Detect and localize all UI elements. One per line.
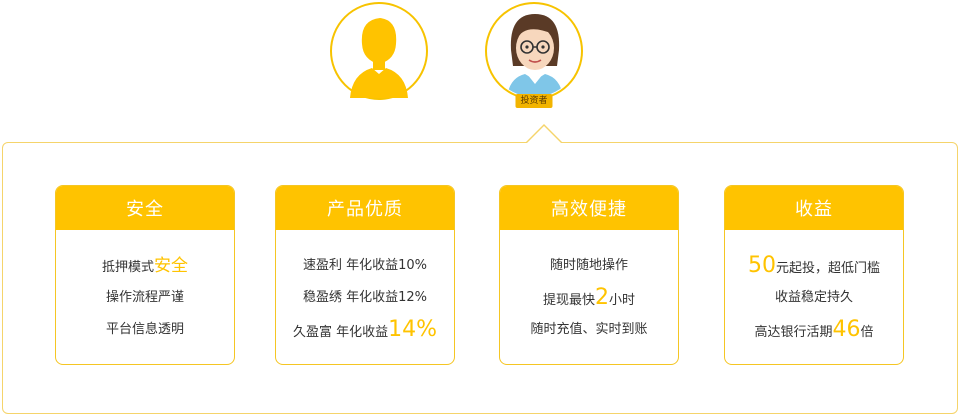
- card-line: 操作流程严谨: [105, 290, 184, 305]
- card-line: 抵押模式安全: [101, 256, 188, 276]
- avatar-silhouette[interactable]: [330, 2, 428, 100]
- card-title: 产品优质: [276, 186, 454, 230]
- avatar-investor[interactable]: 投资者: [485, 2, 583, 108]
- card-product-quality: 产品优质 速盈利 年化收益10% 稳盈绣 年化收益12% 久盈富 年化收益14%: [275, 185, 455, 365]
- card-title: 收益: [725, 186, 903, 230]
- card-returns: 收益 50元起投，超低门槛 收益稳定持久 高达银行活期46倍: [724, 185, 904, 365]
- investor-avatar-icon: [507, 14, 563, 97]
- card-line: 提现最快2小时: [542, 285, 636, 310]
- card-efficiency: 高效便捷 随时随地操作 提现最快2小时 随时充值、实时到账: [499, 185, 679, 365]
- card-line: 稳盈绣 年化收益12%: [302, 290, 428, 305]
- card-line: 平台信息透明: [105, 322, 184, 337]
- card-line: 随时充值、实时到账: [530, 322, 648, 337]
- card-line: 收益稳定持久: [774, 290, 853, 305]
- card-line: 速盈利 年化收益10%: [302, 258, 428, 273]
- card-line: 50元起投，超低门槛: [747, 253, 880, 278]
- panel-pointer: [526, 124, 562, 143]
- card-title: 高效便捷: [500, 186, 678, 230]
- user-silhouette-icon: [350, 18, 408, 98]
- investor-badge: 投资者: [515, 94, 553, 108]
- card-safety: 安全 抵押模式安全 操作流程严谨 平台信息透明: [55, 185, 235, 365]
- card-line: 久盈富 年化收益14%: [292, 317, 438, 342]
- card-line: 随时随地操作: [549, 258, 628, 273]
- card-title: 安全: [56, 186, 234, 230]
- card-line: 高达银行活期46倍: [754, 317, 874, 342]
